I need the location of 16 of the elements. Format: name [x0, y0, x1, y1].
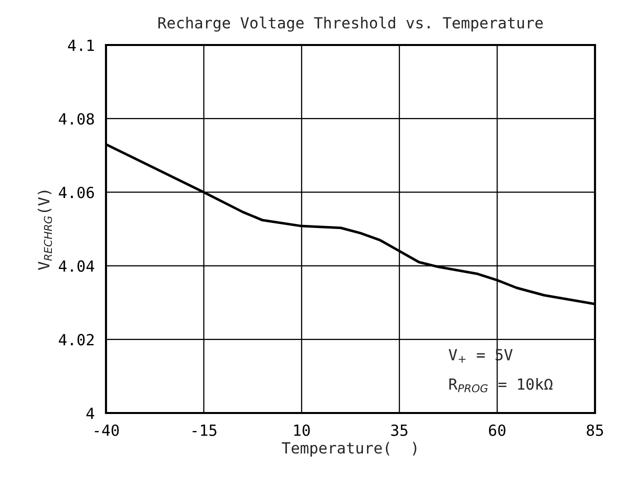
y-tick-label: 4.04 [58, 260, 94, 272]
x-tick-label: -15 [192, 424, 216, 436]
x-tick-label: 85 [586, 424, 603, 436]
y-tick-label: 4.08 [58, 113, 94, 125]
chart-title: Recharge Voltage Threshold vs. Temperature [158, 16, 543, 32]
y-axis-title: V$_{RECHRG}$(V) [38, 190, 52, 270]
x-tick-label: -40 [94, 424, 119, 436]
y-tick-label: 4.1 [68, 40, 94, 51]
x-tick-label: 35 [391, 424, 408, 436]
x-tick-label: 10 [294, 424, 310, 436]
annotation: R$_{PROG}$ = 10kΩ [449, 378, 552, 392]
y-tick-label: 4.06 [58, 186, 94, 198]
y-tick-label: 4.02 [58, 334, 94, 346]
x-tick-label: 60 [488, 424, 506, 436]
y-tick-label: 4 [86, 408, 94, 419]
x-axis-title: Temperature( ) [282, 442, 416, 457]
